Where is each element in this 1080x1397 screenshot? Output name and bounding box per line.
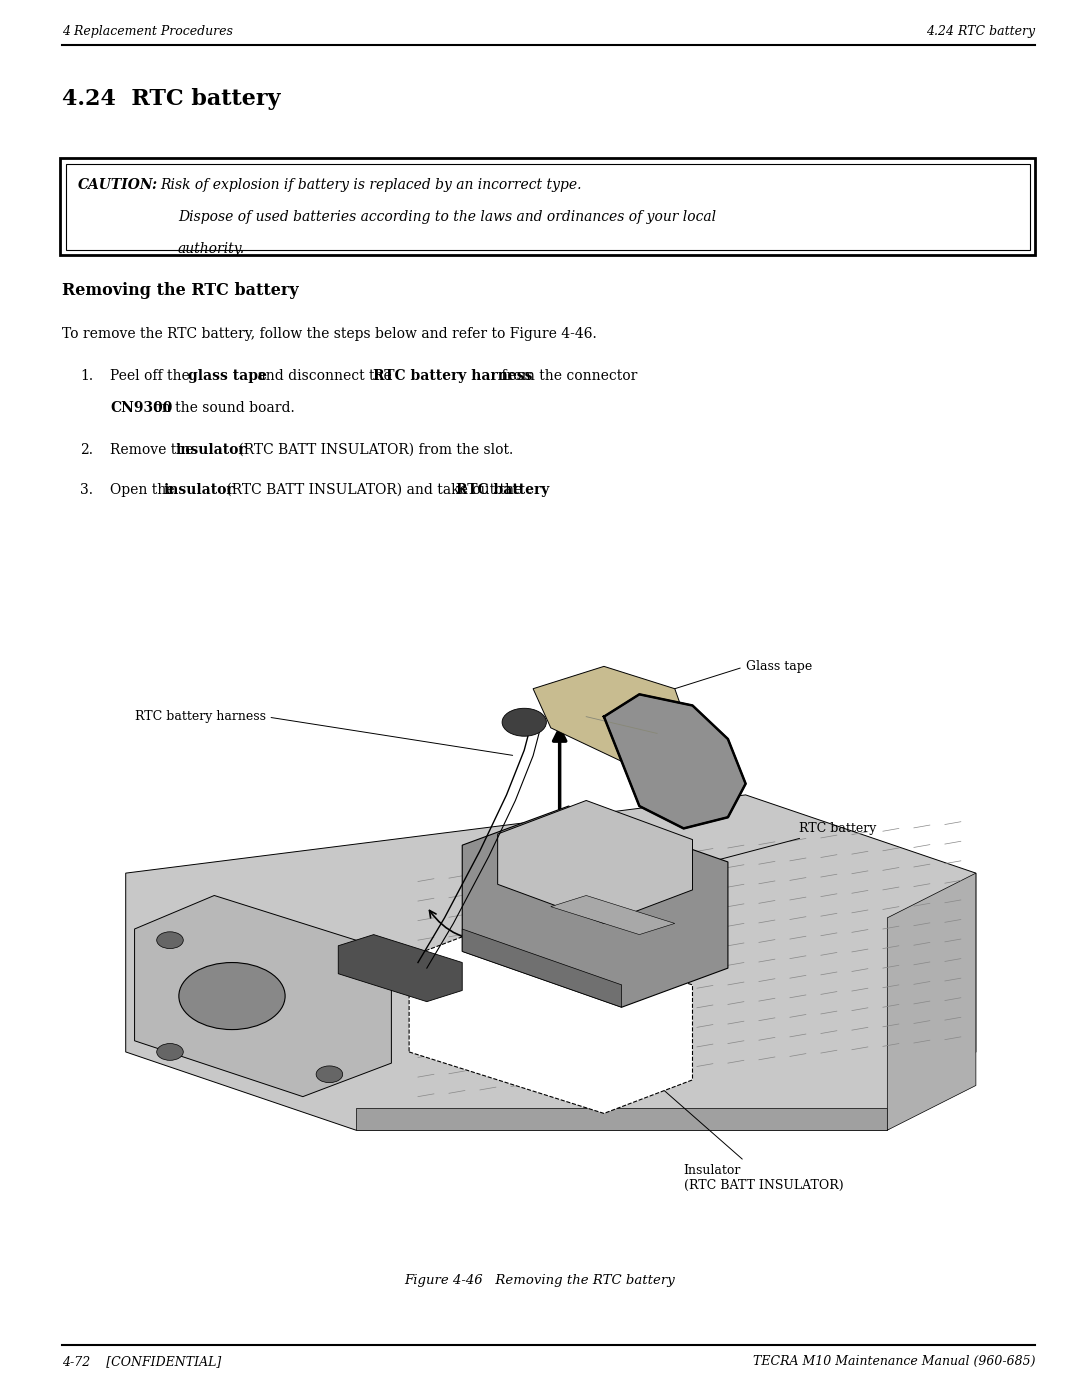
Text: 4.24 RTC battery: 4.24 RTC battery	[926, 25, 1035, 38]
Polygon shape	[462, 929, 622, 1007]
Polygon shape	[356, 1108, 888, 1130]
Circle shape	[502, 708, 546, 736]
Text: CAUTION:: CAUTION:	[78, 177, 158, 191]
Text: Risk of explosion if battery is replaced by an incorrect type.: Risk of explosion if battery is replaced…	[160, 177, 581, 191]
Polygon shape	[462, 806, 728, 1007]
Circle shape	[316, 1066, 342, 1083]
Text: authority.: authority.	[178, 242, 245, 256]
Text: Glass tape: Glass tape	[660, 659, 812, 693]
Polygon shape	[888, 873, 976, 1130]
Text: Insulator
(RTC BATT INSULATOR): Insulator (RTC BATT INSULATOR)	[642, 1070, 843, 1192]
Polygon shape	[551, 895, 675, 935]
Text: 4-72    [CONFIDENTIAL]: 4-72 [CONFIDENTIAL]	[62, 1355, 221, 1368]
Circle shape	[179, 963, 285, 1030]
Text: from the connector: from the connector	[497, 369, 637, 383]
Polygon shape	[338, 935, 462, 1002]
Text: 1.: 1.	[80, 369, 93, 383]
Circle shape	[157, 1044, 184, 1060]
Polygon shape	[135, 895, 391, 1097]
Text: RTC battery: RTC battery	[457, 483, 550, 497]
Text: CN9300: CN9300	[249, 981, 389, 1037]
Text: insulator: insulator	[176, 443, 246, 457]
Text: and disconnect the: and disconnect the	[253, 369, 396, 383]
Text: 4 Replacement Procedures: 4 Replacement Procedures	[62, 25, 233, 38]
Text: RTC battery: RTC battery	[713, 821, 876, 861]
Text: To remove the RTC battery, follow the steps below and refer to Figure 4-46.: To remove the RTC battery, follow the st…	[62, 327, 597, 341]
Text: on the sound board.: on the sound board.	[149, 401, 295, 415]
Text: 3.: 3.	[80, 483, 93, 497]
Text: TECRA M10 Maintenance Manual (960-685): TECRA M10 Maintenance Manual (960-685)	[753, 1355, 1035, 1368]
Text: (RTC BATT INSULATOR) from the slot.: (RTC BATT INSULATOR) from the slot.	[234, 443, 514, 457]
Text: RTC battery harness: RTC battery harness	[135, 710, 513, 756]
Text: RTC battery harness: RTC battery harness	[373, 369, 532, 383]
Circle shape	[157, 932, 184, 949]
Text: insulator: insulator	[164, 483, 234, 497]
Text: glass tape: glass tape	[188, 369, 267, 383]
Bar	[60, 158, 1035, 256]
Text: Dispose of used batteries according to the laws and ordinances of your local: Dispose of used batteries according to t…	[178, 210, 716, 224]
Text: Figure 4-46   Removing the RTC battery: Figure 4-46 Removing the RTC battery	[405, 1274, 675, 1287]
Text: Remove the: Remove the	[110, 443, 198, 457]
Polygon shape	[409, 923, 692, 1113]
Text: 4.24  RTC battery: 4.24 RTC battery	[62, 88, 281, 110]
Text: CN9300: CN9300	[110, 401, 173, 415]
Polygon shape	[498, 800, 692, 923]
Text: (RTC BATT INSULATOR) and take out the: (RTC BATT INSULATOR) and take out the	[222, 483, 527, 497]
Text: Peel off the: Peel off the	[110, 369, 194, 383]
Text: Open the: Open the	[110, 483, 179, 497]
Text: .: .	[528, 483, 532, 497]
Polygon shape	[534, 666, 692, 761]
Polygon shape	[125, 795, 976, 1130]
Bar	[66, 163, 1029, 250]
Text: 2.: 2.	[80, 443, 93, 457]
Text: Removing the RTC battery: Removing the RTC battery	[62, 282, 299, 299]
Polygon shape	[604, 694, 745, 828]
